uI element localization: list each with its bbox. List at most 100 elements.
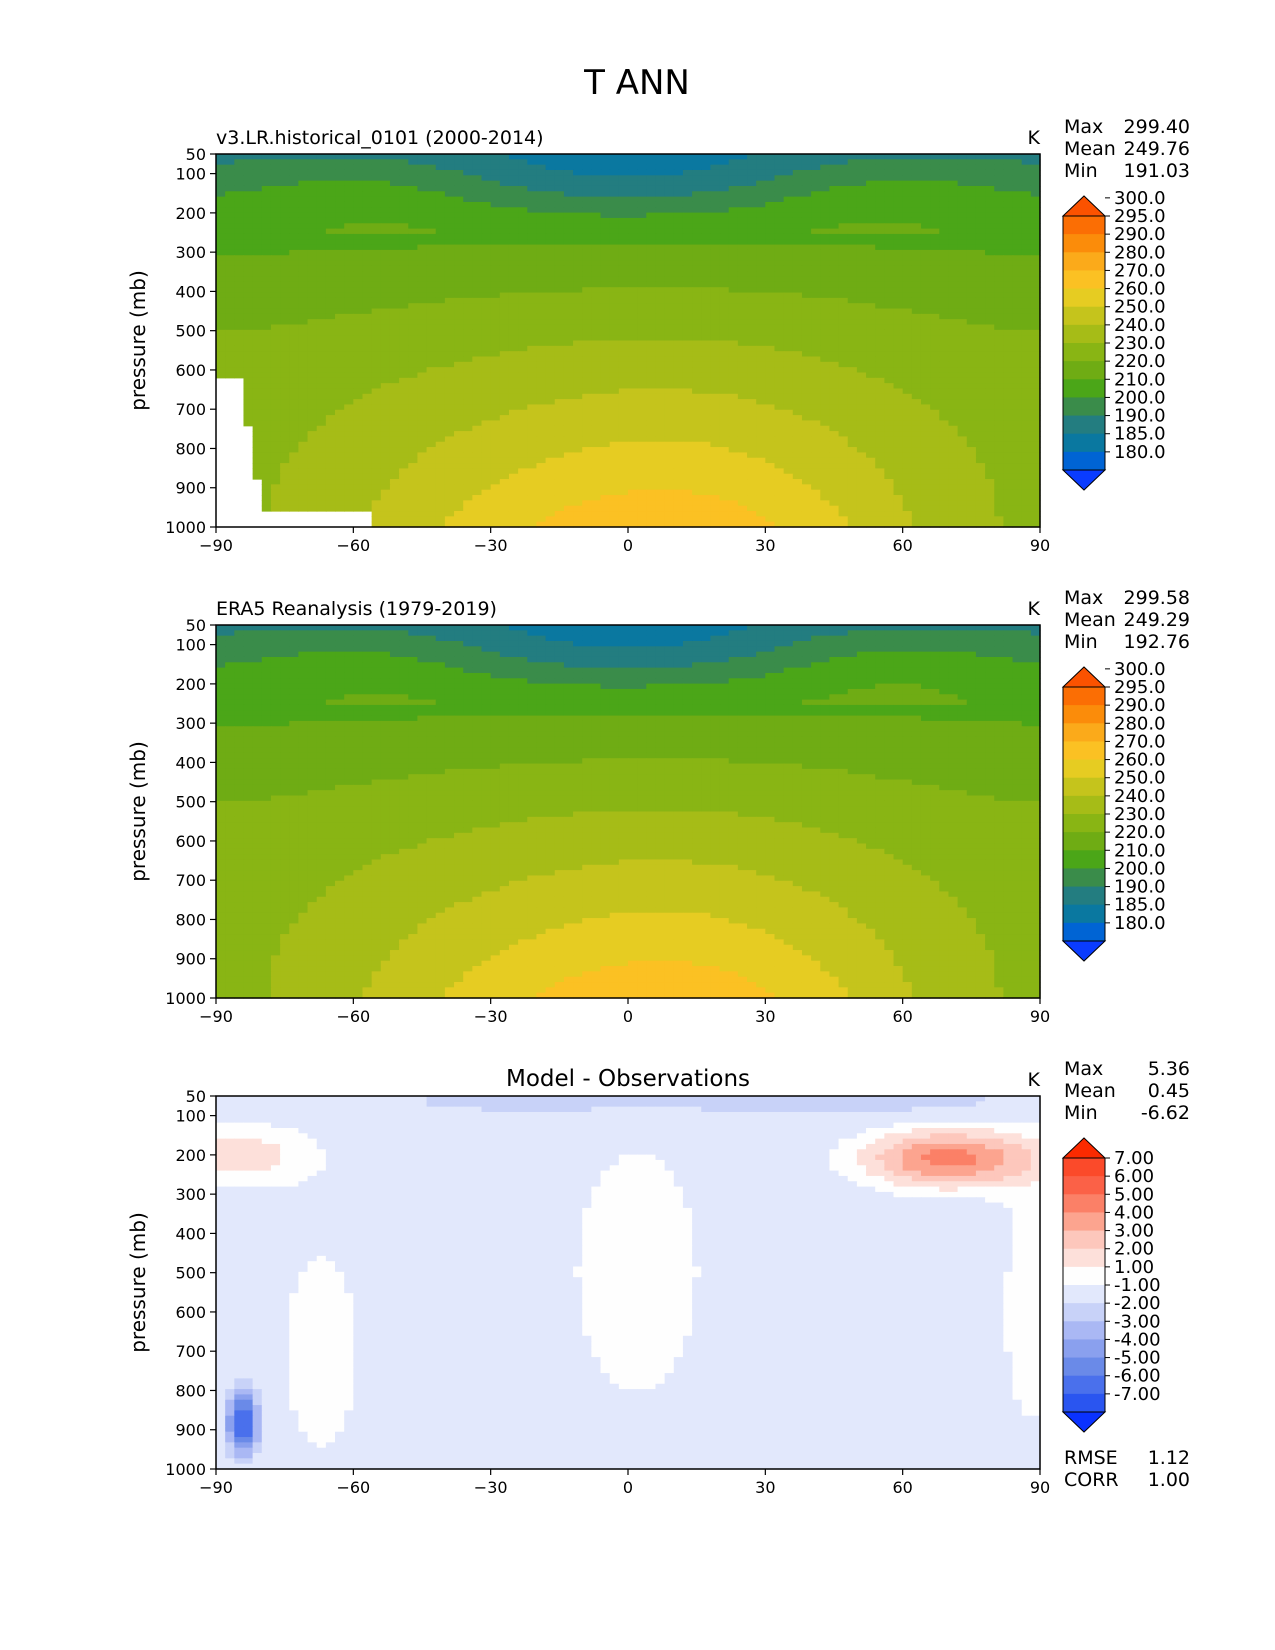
contour-cell (948, 196, 959, 203)
contour-cell (618, 265, 629, 272)
contour-cell (518, 164, 528, 171)
contour-cell (582, 409, 592, 416)
contour-cell (225, 201, 235, 208)
contour-cell (609, 228, 620, 235)
contour-cell (536, 249, 547, 256)
contour-cell (582, 185, 592, 192)
contour-cell (692, 415, 702, 422)
contour-cell (344, 313, 354, 320)
contour-cell (884, 287, 895, 294)
contour-cell (856, 175, 867, 182)
contour-cell (408, 303, 419, 310)
contour-cell (948, 308, 959, 315)
contour-cell (380, 404, 391, 411)
contour-cell (875, 191, 885, 198)
contour-cell (545, 329, 556, 336)
contour-cell (609, 356, 620, 363)
contour-cell (737, 409, 748, 416)
contour-cell (948, 180, 959, 187)
contour-cell (389, 393, 400, 400)
contour-cell (975, 276, 986, 283)
contour-cell (646, 383, 657, 390)
contour-cell (335, 335, 345, 342)
contour-cell (216, 281, 226, 288)
contour-cell (957, 367, 968, 374)
contour-cell (426, 447, 437, 453)
contour-cell (856, 441, 867, 448)
contour-cell (325, 335, 336, 342)
contour-cell (747, 169, 757, 176)
contour-cell (499, 372, 510, 379)
contour-cell (417, 271, 428, 278)
contour-cell (408, 399, 419, 406)
contour-cell (948, 356, 959, 363)
contour-cell (490, 271, 501, 278)
contour-cell (682, 356, 693, 363)
contour-cell (966, 180, 977, 187)
contour-cell (362, 154, 373, 160)
contour-cell (508, 409, 519, 416)
contour-cell (499, 287, 510, 294)
contour-cell (252, 356, 263, 363)
contour-cell (829, 447, 840, 453)
contour-cell (609, 340, 620, 347)
contour-cell (728, 271, 739, 278)
contour-cell (307, 383, 318, 390)
contour-cell (957, 265, 968, 272)
contour-cell (344, 271, 354, 278)
contour-cell (856, 377, 867, 384)
contour-cell (820, 207, 831, 214)
contour-cell (1030, 372, 1041, 379)
contour-cell (847, 335, 858, 342)
contour-cell (472, 287, 483, 294)
contour-cell (866, 159, 876, 166)
contour-cell (335, 175, 345, 182)
contour-cell (856, 415, 867, 422)
contour-cell (1003, 425, 1014, 432)
contour-cell (399, 297, 409, 304)
contour-cell (243, 319, 254, 326)
contour-cell (435, 425, 446, 432)
contour-cell (618, 159, 629, 166)
contour-cell (701, 169, 711, 176)
contour-cell (380, 207, 391, 214)
contour-cell (609, 319, 620, 326)
contour-cell (252, 425, 263, 432)
contour-cell (628, 356, 638, 363)
contour-cell (884, 431, 895, 438)
contour-cell (609, 297, 620, 304)
contour-cell (692, 388, 702, 395)
contour-cell (490, 207, 501, 214)
contour-cell (701, 441, 711, 448)
contour-cell (920, 351, 931, 358)
contour-cell (673, 409, 684, 416)
contour-cell (508, 217, 519, 224)
contour-cell (545, 217, 556, 224)
contour-cell (682, 292, 693, 299)
contour-cell (289, 201, 299, 208)
contour-cell (774, 345, 785, 352)
contour-cell (774, 159, 785, 166)
contour-cell (966, 260, 977, 267)
contour-cell (930, 239, 940, 246)
contour-cell (664, 169, 675, 176)
contour-cell (618, 441, 629, 448)
contour-cell (371, 383, 382, 390)
contour-cell (737, 201, 748, 208)
contour-cell (298, 244, 309, 251)
contour-cell (261, 239, 272, 246)
contour-cell (472, 404, 483, 411)
contour-cell (829, 415, 840, 422)
contour-cell (884, 154, 895, 160)
contour-cell (216, 367, 226, 374)
contour-cell (344, 249, 354, 256)
contour-cell (692, 420, 702, 427)
contour-cell (792, 308, 803, 315)
contour-cell (554, 447, 565, 453)
contour-cell (389, 425, 400, 432)
contour-cell (573, 383, 583, 390)
contour-cell (444, 164, 455, 171)
contour-cell (838, 441, 849, 448)
contour-cell (1021, 154, 1032, 160)
contour-cell (966, 255, 977, 262)
